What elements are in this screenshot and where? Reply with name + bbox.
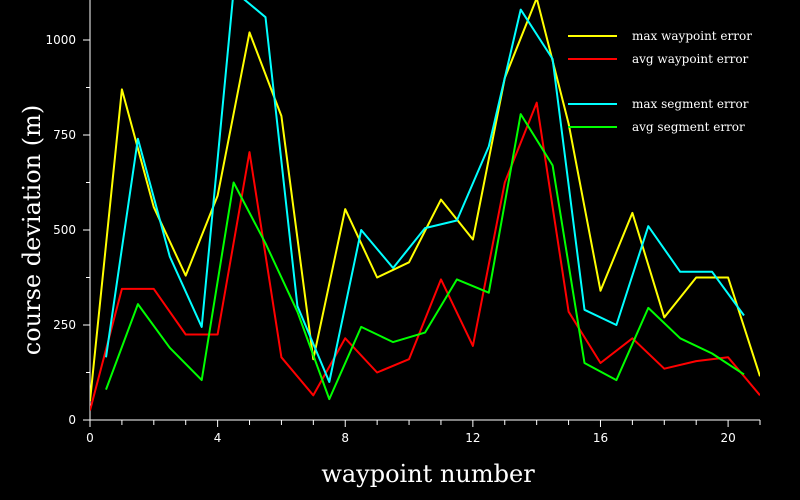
series-line-2	[90, 101, 760, 411]
legend-label-1: max waypoint error	[632, 29, 752, 43]
series-line-4	[105, 113, 745, 401]
y-tick-label: 500	[53, 223, 76, 237]
x-axis-label: waypoint number	[321, 460, 535, 488]
y-axis-label: course deviation (m)	[18, 105, 46, 355]
x-tick-label: 4	[214, 431, 222, 445]
y-tick-label: 750	[53, 128, 76, 142]
series-line-3	[105, 0, 745, 383]
x-tick-label: 12	[465, 431, 480, 445]
x-tick-label: 16	[593, 431, 608, 445]
x-tick-label: 0	[86, 431, 94, 445]
legend: max waypoint error avg waypoint error max …	[568, 29, 752, 134]
y-tick-label: 1000	[45, 33, 76, 47]
series-lines	[90, 0, 760, 411]
series-line-1	[90, 0, 760, 402]
y-tick-label: 250	[53, 318, 76, 332]
legend-label-2: avg waypoint error	[632, 52, 749, 66]
x-tick-label: 20	[720, 431, 735, 445]
legend-label-3: max segment error	[632, 97, 749, 111]
axes: 0 4 8 12 16 20 0 250 500 750 1000	[45, 0, 761, 445]
legend-label-4: avg segment error	[632, 120, 745, 134]
y-tick-label: 0	[68, 413, 76, 427]
x-tick-label: 8	[341, 431, 349, 445]
